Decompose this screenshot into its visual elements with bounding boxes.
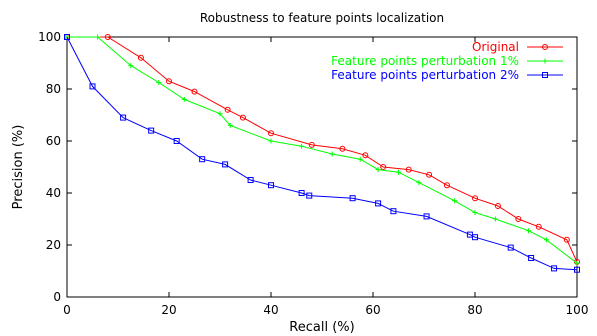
data-point — [528, 255, 535, 261]
data-point — [299, 143, 305, 149]
x-axis-title: Recall (%) — [289, 320, 354, 335]
data-point — [405, 166, 412, 173]
data-point — [507, 244, 514, 251]
data-point — [494, 203, 501, 209]
data-point — [227, 122, 233, 128]
y-tick-label: 0 — [53, 290, 61, 304]
data-point — [95, 34, 101, 40]
x-tick-label: 100 — [566, 303, 589, 317]
data-point — [390, 208, 397, 215]
plot-frame — [66, 36, 578, 298]
data-point — [563, 236, 570, 243]
data-point — [362, 152, 369, 159]
y-tick-label: 40 — [46, 186, 61, 200]
data-point — [472, 195, 478, 202]
data-point — [268, 130, 274, 137]
data-point — [574, 260, 580, 266]
data-point — [416, 180, 422, 186]
data-point — [306, 192, 313, 199]
x-axis: 0 20 40 60 80 100 — [63, 37, 588, 317]
y-tick-label: 100 — [38, 30, 61, 44]
legend-label: Feature points perturbation 1% — [331, 54, 519, 68]
data-point — [515, 216, 522, 222]
data-point — [357, 156, 363, 162]
data-point — [492, 216, 498, 222]
legend-swatch-marker — [542, 58, 548, 64]
legend-swatch-marker — [542, 72, 548, 78]
legend-label: Feature points perturbation 2% — [331, 68, 519, 82]
x-tick-label: 0 — [63, 303, 71, 317]
legend-label: Original — [472, 40, 519, 54]
data-point — [104, 34, 111, 40]
data-point — [339, 145, 346, 152]
data-point — [396, 169, 401, 175]
data-point — [375, 167, 381, 173]
data-point — [181, 96, 187, 102]
data-point — [239, 114, 246, 121]
data-point — [222, 161, 229, 168]
data-point — [128, 63, 134, 69]
data-point — [308, 141, 315, 148]
data-point — [426, 171, 433, 178]
y-tick-label: 60 — [46, 134, 61, 148]
data-point — [156, 80, 162, 85]
data-point — [423, 213, 430, 220]
series-plus — [64, 34, 580, 266]
data-point — [443, 182, 450, 189]
data-point — [247, 177, 254, 183]
series-line — [67, 36, 578, 264]
data-point — [543, 237, 549, 243]
data-point — [166, 78, 172, 85]
series-line — [66, 36, 578, 271]
chart-title: Robustness to feature points localizatio… — [200, 11, 444, 25]
data-point — [191, 88, 198, 95]
data-point — [120, 114, 127, 121]
data-point — [199, 156, 206, 163]
plot-border — [66, 36, 578, 298]
y-tick-label: 80 — [46, 82, 61, 96]
data-point — [380, 164, 387, 170]
data-point — [268, 138, 274, 144]
y-axis-title: Precision (%) — [11, 125, 26, 210]
data-point — [89, 83, 96, 90]
data-point — [535, 223, 542, 230]
data-point — [64, 34, 70, 40]
data-point — [217, 111, 223, 117]
x-tick-label: 20 — [161, 303, 176, 317]
data-point — [329, 151, 335, 157]
data-point — [349, 195, 356, 202]
data-point — [472, 234, 478, 241]
data-point — [173, 138, 180, 144]
x-tick-label: 80 — [467, 303, 482, 317]
data-point — [526, 228, 532, 234]
series-square — [64, 34, 580, 273]
data-point — [268, 182, 274, 189]
data-point — [148, 127, 155, 134]
legend-swatch-marker — [542, 44, 548, 50]
data-point — [551, 265, 558, 272]
data-point — [137, 54, 144, 61]
x-tick-label: 40 — [263, 303, 278, 317]
y-axis: 0 20 40 60 80 100 — [38, 30, 577, 304]
data-point — [375, 200, 382, 207]
data-point — [224, 106, 231, 113]
series-layer — [64, 34, 580, 273]
series-line — [67, 36, 578, 263]
data-point — [452, 198, 458, 204]
data-point — [298, 190, 305, 196]
data-point — [472, 210, 478, 215]
data-point — [574, 266, 580, 273]
x-tick-label: 60 — [365, 303, 380, 317]
y-tick-label: 20 — [46, 238, 61, 252]
